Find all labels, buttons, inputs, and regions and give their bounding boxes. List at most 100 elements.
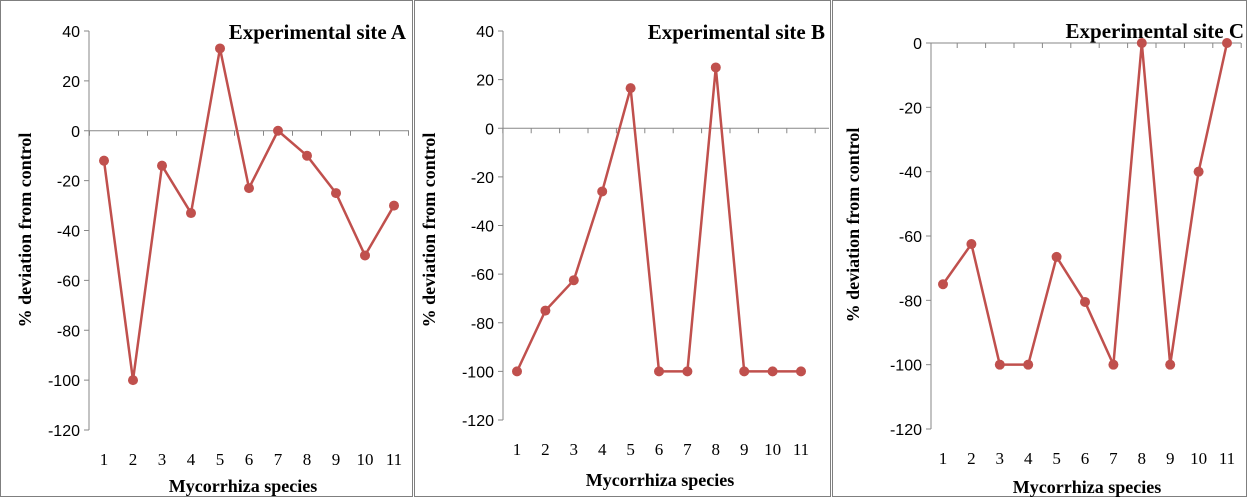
y-tick-label: -100 (462, 364, 494, 381)
data-point (157, 160, 167, 171)
chart-site-a: Experimental site A % deviation from con… (15, 20, 409, 496)
data-point (966, 239, 977, 250)
chart-title: Experimental site A (229, 20, 407, 44)
y-tick-label: -40 (471, 219, 494, 236)
data-point (767, 366, 778, 377)
data-point (1080, 296, 1090, 307)
data-point (1165, 359, 1176, 370)
y-tick-label: -40 (57, 224, 80, 241)
data-point (540, 305, 551, 316)
y-tick-label: 40 (62, 24, 80, 41)
data-point (1108, 359, 1119, 370)
data-point (512, 366, 522, 377)
x-tick-label: 10 (764, 440, 781, 459)
data-point (273, 125, 283, 136)
y-tick-label: 20 (62, 74, 80, 91)
data-point (302, 150, 312, 161)
x-tick-label: 11 (386, 450, 402, 469)
data-point (938, 279, 948, 290)
y-tick-label: -60 (899, 229, 922, 246)
data-point (128, 375, 138, 386)
y-axis-label: % deviation from control (843, 128, 863, 323)
x-tick-label: 7 (274, 450, 283, 469)
x-axis-label: Mycorrhiza species (1013, 477, 1161, 497)
data-point (710, 62, 721, 73)
y-axis-label: % deviation from control (419, 133, 439, 328)
data-point (99, 155, 109, 166)
y-tick-label: -120 (48, 423, 80, 440)
data-point (597, 186, 608, 197)
y-tick-label: -20 (57, 174, 80, 191)
x-tick-label: 5 (216, 450, 225, 469)
y-tick-label: 40 (476, 24, 494, 41)
x-tick-label: 3 (996, 449, 1005, 468)
data-point (1222, 38, 1232, 48)
x-axis-label: Mycorrhiza species (169, 476, 317, 496)
data-point (1051, 251, 1062, 262)
data-point (244, 183, 254, 194)
x-tick-label: 3 (570, 440, 579, 459)
plot-area: 40 20 0 -20 -40 -60 -80 -100 -120 1 2 3 4 5 6 7 8 9 10 11 (462, 24, 829, 459)
y-tick-label: -20 (471, 170, 494, 187)
y-tick-label: -80 (471, 316, 494, 333)
panel-site-b: Experimental site B % deviation from con… (414, 0, 831, 497)
data-point (682, 366, 693, 377)
x-tick-label: 11 (793, 440, 809, 459)
y-tick-label: -120 (462, 413, 494, 430)
x-tick-label: 3 (158, 450, 167, 469)
y-tick-label: 20 (476, 73, 494, 90)
data-point (796, 366, 806, 377)
x-tick-label: 4 (187, 450, 196, 469)
chart-title: Experimental site B (648, 20, 825, 44)
x-tick-label: 1 (939, 449, 948, 468)
x-tick-label: 6 (1081, 449, 1090, 468)
x-tick-label: 5 (1052, 449, 1061, 468)
data-point (654, 366, 664, 377)
x-tick-label: 2 (541, 440, 550, 459)
data-point (360, 250, 370, 261)
chart-site-c: Experimental site C % deviation from con… (843, 19, 1244, 497)
panel-site-a: Experimental site A % deviation from con… (0, 0, 413, 497)
x-tick-label: 7 (683, 440, 692, 459)
data-point (625, 83, 636, 94)
x-tick-label: 5 (626, 440, 635, 459)
x-tick-label: 10 (357, 450, 374, 469)
y-tick-label: -60 (471, 267, 494, 284)
y-tick-label: -80 (899, 293, 922, 310)
data-point (568, 275, 579, 286)
x-tick-label: 9 (1166, 449, 1175, 468)
x-tick-label: 6 (655, 440, 664, 459)
x-tick-label: 9 (740, 440, 749, 459)
data-point (994, 359, 1005, 370)
x-tick-label: 1 (513, 440, 522, 459)
data-point (389, 200, 399, 211)
panel-site-c: Experimental site C % deviation from con… (832, 0, 1247, 497)
data-point (331, 188, 341, 199)
series-line (941, 41, 1229, 366)
y-tick-label: -100 (48, 373, 80, 390)
x-tick-label: 8 (712, 440, 721, 459)
x-tick-label: 10 (1190, 449, 1207, 468)
plot-area: 0 -20 -40 -60 -80 -100 -120 1 2 3 4 5 6 7 8 9 10 11 (890, 36, 1242, 468)
chart-title: Experimental site C (1066, 19, 1244, 43)
x-tick-label: 2 (129, 450, 138, 469)
series-line (102, 47, 396, 382)
y-tick-label: 0 (71, 124, 80, 141)
x-axis-label: Mycorrhiza species (586, 470, 734, 490)
x-tick-label: 6 (245, 450, 254, 469)
y-axis-label: % deviation from control (15, 133, 35, 328)
data-point (1136, 38, 1147, 48)
series-line (515, 66, 801, 373)
x-tick-label: 9 (332, 450, 341, 469)
x-tick-label: 8 (1138, 449, 1147, 468)
x-tick-label: 4 (1024, 449, 1033, 468)
y-tick-label: 0 (485, 121, 494, 138)
x-tick-label: 4 (598, 440, 607, 459)
y-tick-label: -100 (890, 358, 922, 375)
x-tick-label: 2 (967, 449, 976, 468)
y-tick-label: -80 (57, 323, 80, 340)
data-point (1193, 166, 1204, 177)
data-point (186, 208, 196, 219)
